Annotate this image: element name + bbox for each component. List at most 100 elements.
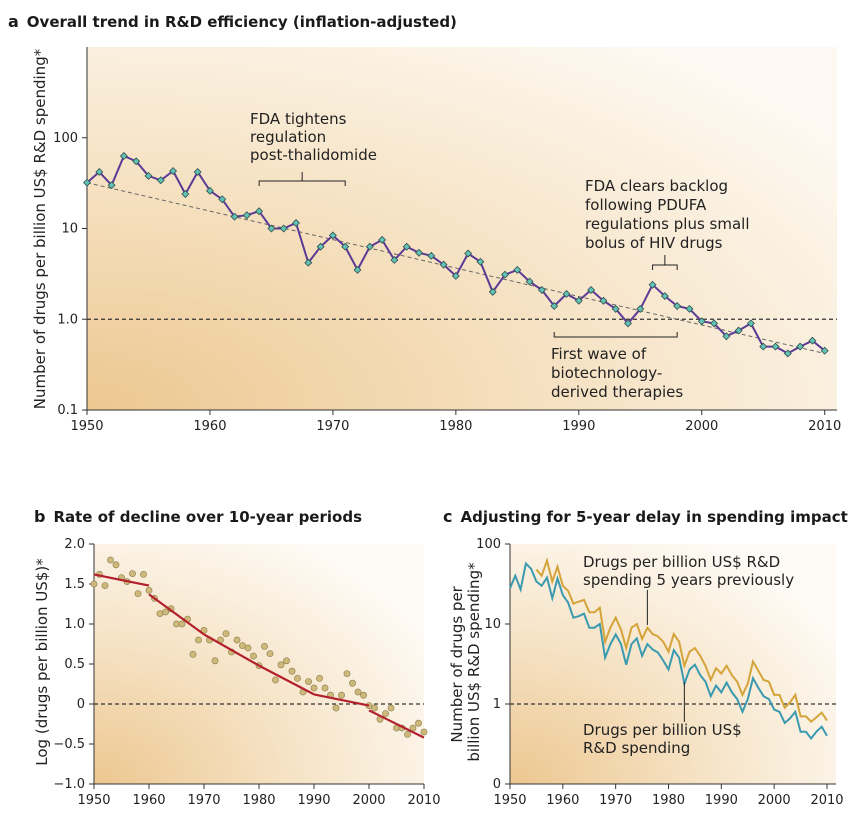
panel-b-data-point [404, 731, 411, 738]
panel-c-y-tick-label: 1 [493, 697, 501, 712]
panel-b-x-tick-label: 1980 [242, 793, 275, 808]
panel-b-title-text: Rate of decline over 10-year periods [53, 508, 362, 526]
panel-a-data-point [402, 242, 411, 251]
panel-a-data-point [501, 270, 509, 279]
panel-a-data-point [624, 319, 632, 328]
panel-c-x-tick-label: 2010 [810, 793, 843, 808]
panel-a-bracket-fda-tightens [258, 172, 346, 186]
panel-a-annotation-fda-tightens-line: FDA tightens [250, 110, 347, 128]
panel-a-data-point [132, 157, 141, 166]
panel-a-data-point [169, 167, 178, 175]
panel-b-data-point [371, 704, 378, 712]
panel-b-data-point [222, 630, 230, 637]
panel-b-data-point [332, 704, 340, 712]
panel-c-y-axis-label-line1: Number of drugs per [448, 585, 466, 742]
panel-a-annotation-fda-clears-line: FDA clears backlog [585, 177, 728, 195]
panel-c-x-tick-label: 1960 [546, 793, 579, 808]
panel-a-annotation-fda-tightens-line: regulation [250, 128, 326, 146]
panel-a-title: a Overall trend in R&D efficiency (inflat… [8, 12, 457, 31]
panel-a-data-point [242, 211, 251, 220]
panel-a-data-point [353, 265, 362, 274]
panel-b-x-tick-label: 1950 [77, 793, 110, 808]
panel-b-data-point [283, 657, 290, 665]
panel-a-data-point [328, 231, 337, 240]
panel-b-x-tick-label: 2010 [407, 793, 440, 808]
panel-a-data-point [205, 186, 214, 195]
panel-b-data-point [338, 691, 345, 699]
panel-c-title-text: Adjusting for 5-year delay in spending i… [460, 508, 847, 526]
panel-a-x-tick-label: 1970 [316, 419, 349, 434]
panel-b-data-point [162, 608, 169, 616]
panel-a-bracket-biotech [553, 332, 678, 338]
panel-a-data-point [660, 292, 669, 301]
panel-a-data-point [710, 319, 719, 328]
panel-a-data-point [193, 167, 202, 176]
panel-c-title: c Adjusting for 5-year delay in spending … [443, 507, 848, 526]
panel-a-annotation-fda-clears-line: bolus of HIV drugs [585, 234, 723, 252]
panel-b-x-tick-label: 1960 [132, 793, 165, 808]
panel-b-data-point [233, 636, 241, 644]
panel-a-annotation-fda-clears-line: regulations plus small [585, 215, 750, 233]
panel-a-x-tick-label: 2000 [685, 419, 718, 434]
panel-b-data-point [107, 556, 114, 564]
panel-a-data-point [525, 277, 534, 286]
panel-a-data-point [587, 286, 596, 294]
panel-b-data-point [145, 587, 153, 594]
panel-a-x-tick-label: 2010 [808, 419, 841, 434]
panel-b-data-point [134, 590, 142, 597]
panel-a-data-point [107, 181, 116, 190]
panel-a-y-tick-label: 10 [61, 222, 78, 237]
panel-b-data-point [294, 675, 301, 682]
panel-a-x-tick-label: 1980 [439, 419, 472, 434]
panel-b-y-tick-label: −0.5 [53, 737, 85, 752]
panel-a-data-point [513, 265, 522, 274]
panel-a-data-point [550, 302, 559, 310]
panel-a-data-point [488, 287, 497, 296]
panel-c-annotation-current-line: Drugs per billion US$ [583, 721, 742, 739]
panel-b-data-point [415, 719, 422, 727]
panel-a-data-point [279, 224, 288, 233]
panel-b-y-tick-label: 0 [77, 697, 85, 712]
panel-b-data-point [112, 561, 120, 569]
panel-a-data-point [796, 342, 805, 351]
panel-b-y-tick-label: 0.5 [64, 657, 85, 672]
panel-c-y-axis-label: Number of drugs per billion US$ R&D spen… [448, 562, 483, 762]
panel-b-data-point [316, 675, 323, 682]
panel-a-data-point [378, 235, 387, 244]
panel-a-annotation-biotech-line: biotechnology- [551, 364, 662, 382]
panel-b-y-tick-label: 2.0 [64, 537, 85, 552]
panel-a-data-point [562, 289, 571, 298]
panel-a-data-point [156, 176, 165, 185]
panel-b-data-point [305, 678, 312, 685]
panel-a-y-tick-label: 100 [53, 131, 78, 146]
panel-b-data-point [90, 580, 98, 588]
panel-b-fit-segment [203, 633, 260, 667]
panel-c-annotation-current-line: R&D spending [583, 739, 690, 757]
panel-b-y-tick-label: −1.0 [53, 777, 85, 792]
panel-b-data-point [272, 676, 279, 684]
panel-b-fit-segment [93, 573, 150, 587]
panel-b-y-tick-label: 1.0 [64, 617, 85, 632]
panel-c-x-tick-label: 1980 [652, 793, 685, 808]
panel-b-data-point [420, 728, 428, 736]
panel-a-data-point [574, 296, 583, 305]
panel-a-annotation-biotech-line: derived therapies [551, 383, 683, 401]
panel-b-fit-segment [313, 693, 370, 707]
panel-b-data-point [343, 670, 351, 677]
panel-c-y-tick-label: 0 [493, 777, 501, 792]
panel-a-data-point [808, 336, 817, 345]
panel-c-plot-area [510, 544, 836, 784]
panel-a-data-point [685, 304, 694, 313]
panel-a-y-axis-label: Number of drugs per billion US$ R&D spen… [31, 48, 49, 409]
panel-b-data-point [129, 570, 136, 577]
panel-a-data-point [746, 319, 755, 328]
panel-a-data-point [218, 195, 227, 204]
panel-a-y-tick-label: 0.1 [57, 403, 78, 418]
panel-b-data-point [195, 636, 202, 644]
panel-a-data-point [230, 212, 239, 221]
panel-a-data-point [451, 271, 460, 280]
panel-a-data-point [722, 332, 731, 341]
panel-a-data-point [783, 349, 792, 358]
panel-a-data-point [636, 304, 645, 313]
